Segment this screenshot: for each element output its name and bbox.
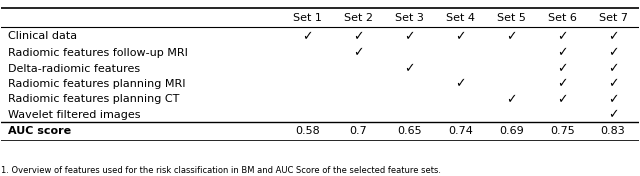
Text: ✓: ✓ [506, 30, 516, 43]
Text: ✓: ✓ [353, 30, 364, 43]
Text: 1. Overview of features used for the risk classification in BM and AUC Score of : 1. Overview of features used for the ris… [1, 166, 442, 175]
Text: ✓: ✓ [302, 30, 312, 43]
Text: ✓: ✓ [608, 47, 618, 60]
Text: 0.65: 0.65 [397, 126, 422, 136]
Text: Wavelet filtered images: Wavelet filtered images [8, 110, 140, 120]
Text: ✓: ✓ [404, 62, 415, 75]
Text: ✓: ✓ [557, 62, 568, 75]
Text: ✓: ✓ [608, 93, 618, 106]
Text: Radiomic features planning MRI: Radiomic features planning MRI [8, 79, 185, 89]
Text: Set 1: Set 1 [293, 13, 322, 23]
Text: Set 7: Set 7 [598, 13, 628, 23]
Text: ✓: ✓ [506, 93, 516, 106]
Text: ✓: ✓ [557, 47, 568, 60]
Text: Set 4: Set 4 [445, 13, 475, 23]
Text: Set 5: Set 5 [497, 13, 525, 23]
Text: ✓: ✓ [404, 30, 415, 43]
Text: ✓: ✓ [557, 93, 568, 106]
Text: 0.58: 0.58 [295, 126, 319, 136]
Text: Clinical data: Clinical data [8, 31, 77, 41]
Text: 0.69: 0.69 [499, 126, 524, 136]
Text: 0.83: 0.83 [601, 126, 625, 136]
Text: ✓: ✓ [557, 77, 568, 90]
Text: Delta-radiomic features: Delta-radiomic features [8, 64, 140, 74]
Text: ✓: ✓ [608, 30, 618, 43]
Text: ✓: ✓ [608, 62, 618, 75]
Text: AUC score: AUC score [8, 126, 71, 136]
Text: ✓: ✓ [455, 30, 465, 43]
Text: Radiomic features planning CT: Radiomic features planning CT [8, 94, 179, 104]
Text: 0.7: 0.7 [349, 126, 367, 136]
Text: Set 3: Set 3 [395, 13, 424, 23]
Text: 0.74: 0.74 [448, 126, 472, 136]
Text: ✓: ✓ [608, 108, 618, 121]
Text: ✓: ✓ [353, 47, 364, 60]
Text: ✓: ✓ [557, 30, 568, 43]
Text: ✓: ✓ [608, 77, 618, 90]
Text: 0.75: 0.75 [550, 126, 575, 136]
Text: Set 6: Set 6 [548, 13, 577, 23]
Text: Set 2: Set 2 [344, 13, 372, 23]
Text: ✓: ✓ [455, 77, 465, 90]
Text: Radiomic features follow-up MRI: Radiomic features follow-up MRI [8, 48, 188, 58]
